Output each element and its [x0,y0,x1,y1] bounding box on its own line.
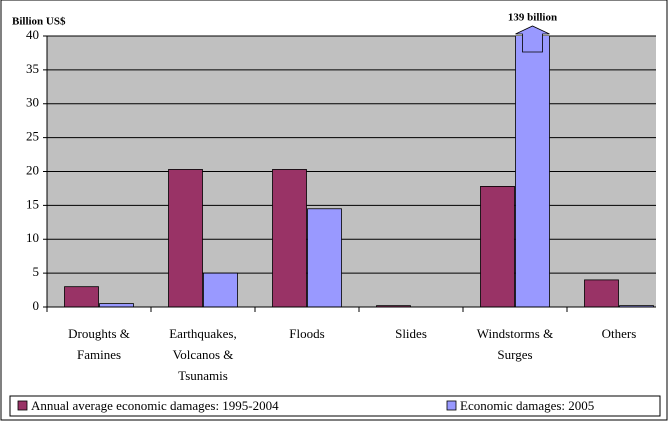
bar [64,286,99,307]
legend-swatch [17,400,28,411]
x-tick-label: Floods [289,326,325,341]
bar [99,303,134,307]
y-tick-label: 30 [26,95,39,110]
bars [64,36,654,307]
bar [307,208,342,307]
bar [168,169,203,307]
legend-label: Annual average economic damages: 1995-20… [31,398,279,413]
y-tick-label: 25 [26,129,39,144]
x-tick-label: Windstorms & Surges [476,326,554,362]
x-tick-label: Others [601,326,637,341]
y-tick-label: 40 [26,27,39,42]
y-tick-label: 15 [26,196,39,211]
x-tick-label: Droughts & Famines [68,326,130,362]
bar [515,36,550,307]
bar [203,272,238,307]
bar [480,186,515,307]
y-tick-label: 35 [26,61,39,76]
y-tick-label: 10 [26,230,39,245]
legend-label: Economic damages: 2005 [460,398,595,413]
legend-swatch [446,400,457,411]
data-label: 139 billion [508,12,557,24]
y-tick-label: 20 [26,162,39,177]
x-tick-label: Earthquakes, Volcanos & Tsunamis [169,326,237,383]
x-tick-label: Slides [395,326,427,341]
legend-box [9,395,661,417]
bar [584,279,619,307]
bar [272,169,307,307]
overflow-arrow [515,25,550,53]
y-axis-label: Billion US$ [12,16,66,28]
y-tick-label: 5 [33,264,40,279]
y-tick-label: 0 [33,298,40,313]
